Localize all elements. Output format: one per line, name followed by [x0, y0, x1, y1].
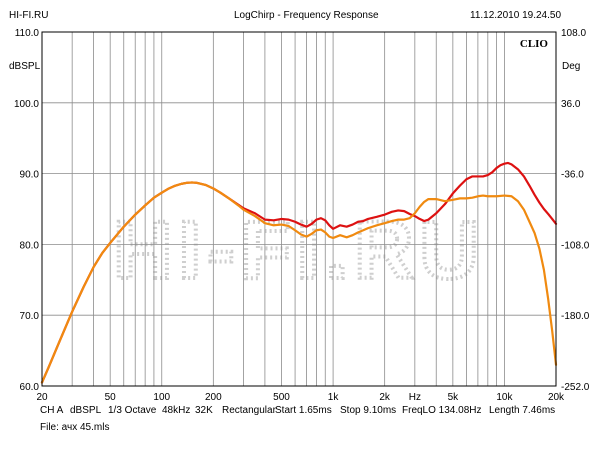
measurement-param: 48kHz: [162, 405, 191, 416]
timestamp: 11.12.2010 19.24.50: [470, 10, 562, 21]
x-tick-label: 5k: [448, 392, 460, 403]
x-tick-label: 100: [153, 392, 170, 403]
chart-title: LogChirp - Frequency Response: [234, 10, 379, 21]
x-tick-label: 200: [205, 392, 222, 403]
measurement-param: FreqLO 134.08Hz: [402, 405, 482, 416]
measurement-param: Stop 9.10ms: [340, 405, 397, 416]
y2-tick-label: 36.0: [561, 99, 581, 110]
x-tick-label: 2k: [379, 392, 391, 403]
y-tick-label: 90.0: [20, 170, 40, 181]
x-tick-label: 1k: [328, 392, 340, 403]
y-tick-label: 70.0: [20, 311, 40, 322]
measurement-param: dBSPL: [70, 405, 102, 416]
y2-tick-label: -252.0: [561, 382, 590, 393]
y2-tick-label: -180.0: [561, 311, 590, 322]
chart-series: [40, 161, 558, 384]
measurement-param: Length 7.46ms: [489, 405, 556, 416]
site-name: HI-FI.RU: [9, 10, 49, 21]
y-tick-label: 60.0: [20, 382, 40, 393]
y2-axis-unit-label: Deg: [562, 61, 581, 72]
y2-tick-label: 108.0: [561, 28, 586, 39]
series-line-orange: [40, 181, 558, 384]
x-tick-label: 10k: [496, 392, 513, 403]
x-tick-label: 20: [36, 392, 48, 403]
file-name: File: ачх 45.mls: [40, 422, 110, 433]
x-tick-label: 500: [273, 392, 290, 403]
clio-logo: CLIO: [520, 38, 549, 50]
y-tick-label: 100.0: [14, 99, 39, 110]
measurement-param: 1/3 Octave: [108, 405, 157, 416]
x-axis-unit-label: Hz: [409, 392, 421, 403]
plot-frame: [41, 31, 557, 387]
measurement-param: Rectangular: [222, 405, 276, 416]
y2-tick-label: -108.0: [561, 240, 590, 251]
x-tick-label: 20k: [548, 392, 565, 403]
measurement-param: Start 1.65ms: [275, 405, 332, 416]
y2-tick-label: -36.0: [561, 170, 584, 181]
y-axis-unit-label: dBSPL: [9, 61, 41, 72]
y-tick-label: 80.0: [20, 240, 40, 251]
measurement-param: CH A: [40, 405, 64, 416]
x-tick-label: 50: [105, 392, 117, 403]
y-tick-label: 110.0: [15, 28, 40, 39]
axis-labels: 60.0 70.0 80.0 90.0 100.0 110.0 -252.0 -180.0 -1…: [14, 28, 590, 403]
measurement-param: 32K: [195, 405, 213, 416]
